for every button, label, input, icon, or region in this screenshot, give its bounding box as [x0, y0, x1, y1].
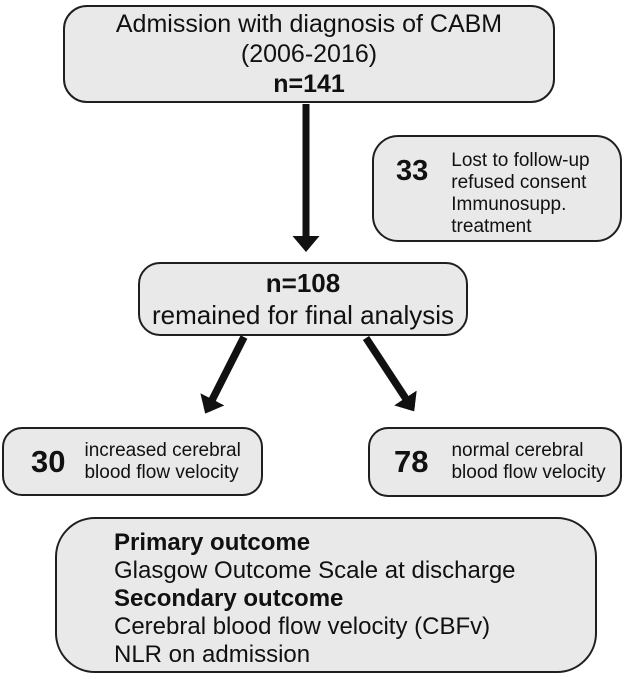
arrow-analysis-to-normal	[362, 335, 417, 412]
normal-label-line1: normal cerebral	[451, 440, 584, 461]
box-exclusion: 33 Lost to follow-up refused consent Imm…	[372, 135, 622, 242]
box-normal-cbfv: 78 normal cerebral blood flow velocity	[368, 427, 622, 497]
increased-label-line2: blood flow velocity	[84, 461, 239, 483]
box-final-analysis: n=108 remained for final analysis	[138, 262, 468, 336]
box-admission: Admission with diagnosis of CABM (2006-2…	[63, 5, 555, 103]
exclusion-reason: treatment	[451, 216, 532, 237]
box-increased-cbfv: 30 increased cerebral blood flow velocit…	[2, 427, 263, 496]
exclusion-reason: refused consent	[451, 172, 587, 193]
increased-label-line1: increased cerebral	[84, 439, 241, 461]
analysis-caption: remained for final analysis	[151, 300, 455, 330]
normal-label: normal cerebral blood flow velocity	[451, 440, 605, 484]
arrow-analysis-to-increased	[200, 335, 248, 414]
increased-label: increased cerebral blood flow velocity	[84, 440, 240, 484]
secondary-outcome-label: Secondary outcome	[114, 585, 344, 612]
admission-n: n=141	[273, 70, 345, 98]
primary-outcome-label: Primary outcome	[114, 529, 311, 556]
normal-count: 78	[394, 444, 429, 479]
admission-line2: (2006-2016)	[240, 40, 378, 68]
primary-outcome-text: Glasgow Outcome Scale at discharge	[114, 557, 516, 584]
exclusion-count: 33	[396, 155, 429, 187]
increased-count: 30	[31, 443, 66, 479]
analysis-n: n=108	[265, 268, 341, 298]
secondary-outcome-line1: Cerebral blood flow velocity (CBFv)	[114, 613, 491, 640]
exclusion-reason: Lost to follow-up	[451, 150, 590, 171]
admission-line1: Admission with diagnosis of CABM	[115, 10, 503, 38]
exclusion-reason: Immunosupp.	[451, 194, 567, 215]
box-outcomes: Primary outcome Glasgow Outcome Scale at…	[55, 517, 597, 673]
secondary-outcome-line2: NLR on admission	[114, 641, 311, 668]
exclusion-reasons: Lost to follow-up refused consent Immuno…	[451, 150, 589, 238]
normal-label-line2: blood flow velocity	[451, 462, 606, 483]
